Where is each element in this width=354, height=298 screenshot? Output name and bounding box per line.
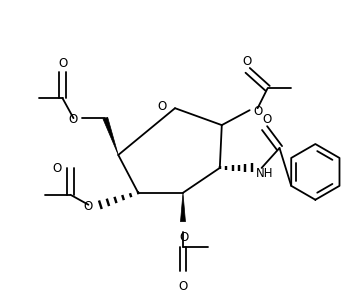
Text: O: O <box>83 200 92 213</box>
Text: O: O <box>179 231 189 244</box>
Text: O: O <box>68 113 78 126</box>
Text: O: O <box>178 280 188 294</box>
Polygon shape <box>103 117 118 155</box>
Text: NH: NH <box>256 167 273 180</box>
Text: O: O <box>242 55 251 68</box>
Polygon shape <box>181 193 185 222</box>
Text: O: O <box>158 100 167 113</box>
Text: O: O <box>262 113 271 126</box>
Text: O: O <box>254 105 263 118</box>
Text: O: O <box>58 57 67 70</box>
Text: O: O <box>52 162 62 176</box>
